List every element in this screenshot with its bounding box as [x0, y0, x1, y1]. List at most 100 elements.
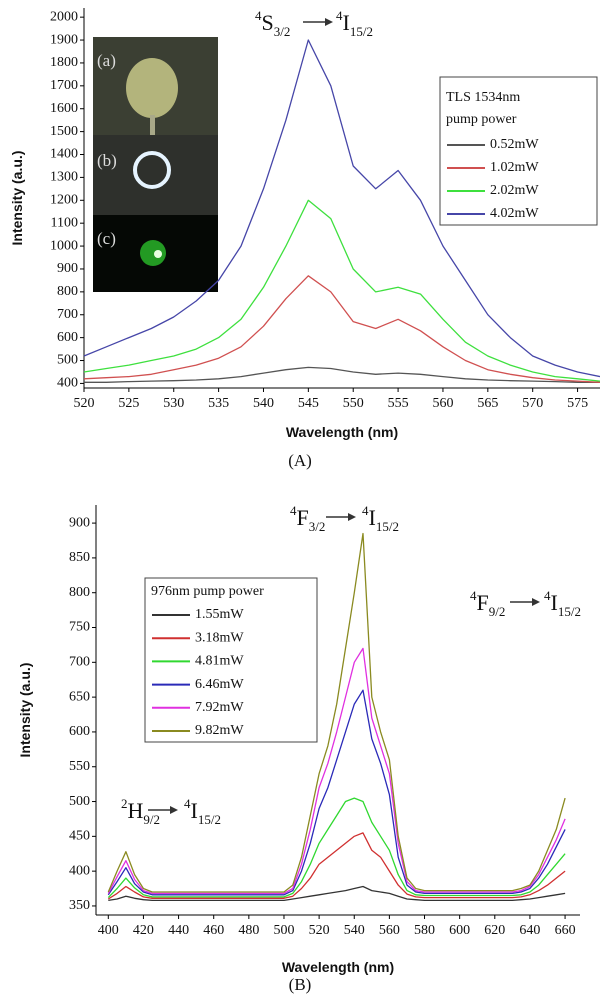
legend-label: 3.18mW	[195, 630, 244, 645]
annotation-sup: 4	[362, 503, 369, 518]
microsphere	[126, 58, 178, 118]
y-tick-label: 900	[57, 261, 78, 276]
annotation-sub: 3/2	[309, 519, 326, 534]
annotation-sup: 4	[336, 8, 343, 23]
annotation-sub: 3/2	[274, 24, 291, 39]
annotation: 4F9/2	[470, 588, 505, 619]
stem	[150, 115, 155, 135]
arrow-head	[532, 598, 540, 606]
x-tick-label: 525	[118, 396, 139, 411]
y-tick-label: 800	[57, 284, 78, 299]
y-tick-label: 1000	[50, 238, 78, 253]
series-line	[107, 532, 566, 893]
legend-title: TLS 1534nm	[446, 90, 520, 105]
legend-label: 7.92mW	[195, 700, 244, 715]
inset-label: (b)	[97, 151, 117, 170]
arrow-head	[170, 806, 178, 814]
series-line	[107, 797, 566, 899]
annotation-main: F	[477, 590, 489, 615]
y-tick-label: 1700	[50, 78, 78, 93]
x-tick-label: 560	[432, 396, 453, 411]
y-tick-label: 800	[69, 585, 90, 600]
series-line	[84, 366, 600, 383]
ring	[133, 151, 171, 189]
x-tick-label: 500	[273, 923, 294, 938]
x-axis-label: Wavelength (nm)	[282, 959, 394, 975]
x-tick-label: 555	[388, 396, 409, 411]
annotation-main: I	[191, 798, 198, 823]
annotation-sub: 9/2	[489, 604, 506, 619]
y-tick-label: 500	[57, 353, 78, 368]
x-tick-label: 520	[74, 396, 95, 411]
y-tick-label: 1800	[50, 55, 78, 70]
legend-label: 4.02mW	[490, 206, 539, 221]
annotation-sup: 4	[290, 503, 297, 518]
annotation-sup: 4	[544, 588, 551, 603]
green-glow	[140, 240, 166, 266]
x-tick-label: 545	[298, 396, 319, 411]
x-tick-label: 640	[519, 923, 540, 938]
annotation-main: H	[128, 798, 144, 823]
series-line	[107, 832, 566, 900]
arrow-head	[325, 18, 333, 26]
x-tick-label: 620	[484, 923, 505, 938]
x-tick-label: 560	[379, 923, 400, 938]
annotation-main: F	[297, 505, 309, 530]
annotation-sub: 15/2	[198, 812, 221, 827]
x-tick-label: 520	[309, 923, 330, 938]
annotation-sub: 15/2	[376, 519, 399, 534]
y-axis-label: Intensity (a.u.)	[9, 151, 25, 246]
x-tick-label: 530	[163, 396, 184, 411]
series-line	[83, 39, 600, 378]
y-tick-label: 350	[69, 898, 90, 913]
legend-label: 2.02mW	[490, 183, 539, 198]
annotation: 4F3/2	[290, 503, 325, 534]
y-tick-label: 1900	[50, 32, 78, 47]
annotation-sub: 9/2	[143, 812, 160, 827]
series-line	[83, 275, 600, 383]
annotation-main: I	[551, 590, 558, 615]
y-tick-label: 1500	[50, 124, 78, 139]
x-tick-label: 660	[555, 923, 576, 938]
legend-label: 0.52mW	[490, 137, 539, 152]
y-tick-label: 500	[69, 794, 90, 809]
inset-label: (c)	[97, 229, 116, 248]
y-tick-label: 2000	[50, 9, 78, 24]
annotation-sub: 15/2	[558, 604, 581, 619]
x-tick-label: 400	[98, 923, 119, 938]
x-tick-label: 440	[168, 923, 189, 938]
legend-label: 4.81mW	[195, 654, 244, 669]
y-tick-label: 700	[69, 655, 90, 670]
x-tick-label: 540	[344, 923, 365, 938]
x-tick-label: 480	[238, 923, 259, 938]
x-tick-label: 460	[203, 923, 224, 938]
legend-label: 9.82mW	[195, 723, 244, 738]
y-tick-label: 550	[69, 759, 90, 774]
y-tick-label: 1200	[50, 193, 78, 208]
y-tick-label: 750	[69, 620, 90, 635]
series-line	[108, 885, 566, 902]
y-tick-label: 600	[57, 330, 78, 345]
annotation: 4I15/2	[362, 503, 399, 534]
legend-title: pump power	[446, 112, 517, 127]
annotation-sup: 4	[470, 588, 477, 603]
y-tick-label: 600	[69, 724, 90, 739]
annotation-sub: 15/2	[350, 24, 373, 39]
annotation: 4S3/2	[255, 8, 290, 39]
photo-b	[93, 135, 218, 215]
y-tick-label: 450	[69, 829, 90, 844]
inset-label: (a)	[97, 51, 116, 70]
y-tick-label: 1400	[50, 147, 78, 162]
series-line	[83, 199, 600, 382]
x-tick-label: 535	[208, 396, 229, 411]
legend-label: 1.55mW	[195, 607, 244, 622]
y-tick-label: 850	[69, 550, 90, 565]
inset-photos	[93, 37, 218, 292]
legend-title: 976nm pump power	[151, 584, 264, 599]
legend-label: 6.46mW	[195, 677, 244, 692]
y-tick-label: 1300	[50, 170, 78, 185]
annotation: 4I15/2	[544, 588, 581, 619]
x-tick-label: 570	[522, 396, 543, 411]
annotation-sup: 2	[121, 796, 128, 811]
